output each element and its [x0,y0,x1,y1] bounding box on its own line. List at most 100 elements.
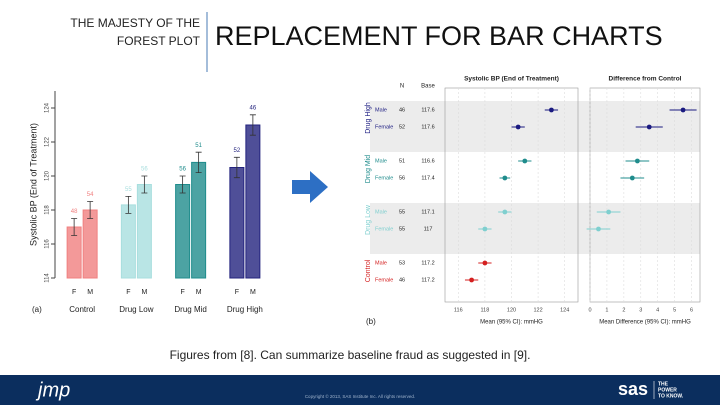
x-tick-label: F [180,289,184,296]
row-n: 46 [399,277,405,283]
panel-label: (b) [366,317,376,326]
n-label: 55 [125,187,132,193]
estimate-point [469,277,474,283]
row-n: 55 [399,209,405,215]
bar [245,124,261,279]
footer-bar [0,375,720,405]
y-tick-label: 116 [45,239,51,249]
n-label: 56 [141,167,148,173]
x-tick-label: M [141,289,147,296]
x-group-label: Drug High [227,305,263,314]
estimate-point [596,226,601,232]
x-tick-label: 122 [534,307,543,313]
row-label: Female [375,175,393,181]
error-bar [195,151,202,173]
error-bar [141,175,148,194]
y-tick-label: 124 [45,102,51,113]
row-n: 52 [399,124,405,130]
row-base: 116.6 [421,158,434,164]
panel-frame [589,87,701,303]
estimate-point [549,107,554,113]
estimate-point [515,124,521,130]
row-n: 56 [399,175,405,181]
x-tick-label: 118 [481,307,490,313]
tagline-line: TO KNOW. [658,393,684,399]
y-tick-label: 114 [45,273,51,283]
estimate-point [634,158,640,164]
x-tick-label: F [235,289,239,296]
error-bar [249,114,256,136]
group-label: Drug Mid [365,155,372,184]
estimate-point [502,209,508,215]
panel-label: (a) [32,305,42,314]
estimate-point [629,175,635,181]
column-header: Base [421,84,435,90]
arrow [292,171,328,203]
error-bar [87,201,94,219]
n-label: 51 [195,143,202,149]
n-label: 46 [250,105,257,111]
x-tick-label: 0 [588,307,591,313]
bar [82,209,98,279]
row-n: 51 [399,158,405,164]
subtitle-line: THE MAJESTY OF THE [70,16,200,30]
x-tick-label: M [87,289,93,296]
error-bar [71,218,78,236]
row-band [370,203,700,254]
x-axis-label: Mean (95% CI): mmHG [480,320,543,326]
error-bar [125,196,132,214]
row-base: 117.2 [421,260,434,266]
n-label: 56 [179,167,186,173]
group-label: Control [365,259,372,282]
y-tick-label: 122 [45,136,51,147]
estimate-point [522,158,528,164]
row-label: Male [375,107,387,113]
x-tick-label: 120 [507,307,516,313]
bar [175,184,191,279]
n-label: 52 [234,148,241,154]
row-label: Female [375,124,393,130]
y-tick-label: 118 [45,205,51,215]
x-group-label: Control [69,305,95,314]
row-base: 117.6 [421,107,434,113]
slide-title: REPLACEMENT FOR BAR CHARTS [215,21,663,51]
row-label: Female [375,277,393,283]
row-n: 46 [399,107,405,113]
x-tick-label: M [196,289,202,296]
copyright: Copyright © 2013, SAS Institute Inc. All… [305,393,415,399]
bar [191,161,207,279]
tagline-line: THE [658,381,669,387]
bar [136,184,152,279]
group-label: Drug High [365,102,372,134]
error-bar [233,156,240,179]
row-base: 117.6 [421,124,434,130]
estimate-point [680,107,686,113]
row-label: Male [375,158,387,164]
row-base: 117 [424,226,433,232]
estimate-point [482,260,488,266]
estimate-point [606,209,612,215]
footer-brand: sas [618,379,648,399]
error-bar [179,175,186,194]
row-base: 117.2 [421,277,434,283]
x-tick-label: F [126,289,130,296]
x-tick-label: 1 [605,307,608,313]
panel-title: Difference from Control [609,76,682,83]
caption: Figures from [8]. Can summarize baseline… [170,348,531,362]
y-tick-label: 120 [45,170,51,181]
x-group-label: Drug Low [119,305,153,314]
x-tick-label: 116 [454,307,463,313]
x-tick-label: 6 [690,307,693,313]
x-tick-label: M [250,289,256,296]
x-tick-label: F [72,289,76,296]
x-tick-label: 2 [622,307,625,313]
n-label: 48 [71,209,78,215]
row-base: 117.4 [421,175,434,181]
n-label: 54 [87,192,94,198]
group-label: Drug Low [365,204,372,235]
subtitle-line: FOREST PLOT [117,34,201,48]
panel-title: Systolic BP (End of Treatment) [464,76,559,83]
footer-logo: jmp [35,379,70,401]
row-label: Male [375,209,387,215]
